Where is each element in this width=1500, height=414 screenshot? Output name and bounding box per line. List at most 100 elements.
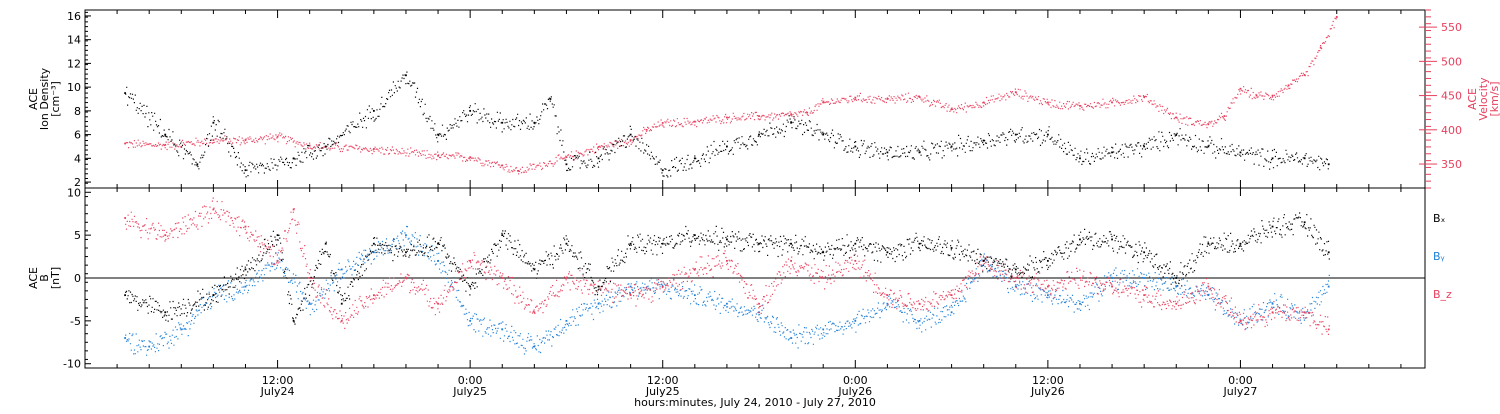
legend-entry: B_z — [1433, 288, 1452, 301]
by-series-point — [758, 311, 760, 314]
bx-series-point — [661, 242, 664, 245]
density-axis-tick-label: 16 — [67, 10, 81, 23]
bx-series-point — [164, 311, 167, 314]
velocity-axis-tick-label: 550 — [1441, 21, 1462, 34]
density-series-point — [918, 151, 921, 154]
bx-series-point — [501, 234, 504, 237]
velocity-series-point — [661, 122, 664, 124]
bx-series-point — [758, 242, 760, 245]
x-tick-day: July27 — [1223, 385, 1258, 398]
by-series-point — [886, 302, 889, 305]
b-axis-tick-label: 5 — [74, 229, 81, 242]
bz-series-point — [469, 259, 472, 262]
bz-series-point — [1046, 285, 1049, 288]
velocity-ylabel-line: [km/s] — [1488, 81, 1500, 116]
bx-series-point — [469, 285, 472, 288]
bx-series-point — [1079, 238, 1081, 241]
density-series-point — [822, 133, 825, 136]
velocity-series-point — [1287, 84, 1290, 87]
bz-series-point — [276, 259, 279, 262]
by-series-point — [918, 319, 921, 322]
density-series-point — [196, 163, 199, 166]
bz-series-point — [244, 225, 247, 228]
velocity-series-point — [517, 169, 520, 172]
velocity-series-point — [308, 144, 311, 147]
density-series — [124, 71, 1330, 178]
bx-series-point — [1175, 277, 1178, 279]
bz-series-point — [854, 259, 857, 262]
velocity-ylabel-line: ACE — [1466, 88, 1479, 110]
velocity-series-point — [758, 115, 760, 118]
bx-series-point — [1327, 251, 1330, 254]
density-series-point — [164, 133, 167, 136]
bz-series-point — [405, 277, 407, 279]
velocity-axis-tick-label: 450 — [1441, 90, 1462, 103]
by-series-point — [854, 319, 857, 322]
by-series-point — [1014, 285, 1017, 288]
bx-series-point — [292, 319, 295, 322]
density-series-point — [597, 157, 600, 160]
legend-entry: Bₓ — [1433, 212, 1446, 225]
density-axis-tick-label: 4 — [74, 152, 81, 165]
bx-series-point — [124, 294, 127, 297]
bx-series-point — [533, 268, 536, 271]
by-series-point — [950, 311, 953, 314]
by-series-point — [726, 302, 728, 305]
by-series-point — [469, 319, 472, 322]
bz-series-point — [340, 319, 343, 322]
bz-series-point — [501, 277, 504, 279]
density-series-point — [693, 157, 696, 160]
by-series-point — [308, 302, 311, 305]
by-series-point — [244, 285, 247, 288]
velocity-series-point — [1207, 123, 1210, 126]
bz-series-point — [372, 294, 375, 297]
by-series-point — [340, 268, 343, 271]
x-tick-time: 0:00 — [1228, 374, 1253, 387]
density-series-point — [244, 169, 247, 172]
density-axis-ticks: 2 4 6 8 10 12 14 16 — [67, 10, 91, 189]
density-axis-tick-label: 2 — [74, 176, 81, 189]
density-series-point — [1271, 157, 1274, 160]
velocity-series-point — [1143, 96, 1146, 98]
bx-series-point — [1303, 221, 1306, 224]
density-series-point — [1111, 151, 1113, 154]
bx-series-point — [437, 242, 439, 245]
density-series-point — [212, 121, 215, 124]
density-axis-tick-label: 12 — [67, 57, 81, 70]
velocity-series-point — [1255, 94, 1258, 97]
x-tick-day: July25 — [645, 385, 680, 398]
bz-series-point — [565, 277, 568, 279]
velocity-series-point — [437, 154, 439, 157]
density-ylabel-line: [cm⁻³] — [49, 81, 62, 117]
bz-series-point — [533, 311, 536, 314]
density-series-point — [1079, 157, 1081, 160]
by-series-point — [1079, 302, 1081, 305]
by-series-point — [501, 328, 504, 331]
density-series-point — [1239, 151, 1242, 154]
by-series-point — [565, 319, 568, 322]
by-series-point — [629, 285, 632, 288]
top-panel-frame — [84, 9, 1426, 189]
density-axis-tick-label: 6 — [74, 129, 81, 142]
bx-series-point — [693, 234, 696, 237]
bx-series-point — [372, 242, 375, 245]
velocity-series-point — [276, 135, 279, 138]
bz-series-point — [1079, 277, 1081, 279]
bx-series-point — [1271, 225, 1274, 228]
density-series-point — [533, 121, 536, 124]
density-series-scatter — [125, 71, 1329, 178]
bx-series-point — [726, 238, 728, 241]
velocity-series-point — [790, 113, 793, 116]
density-series-point — [565, 163, 568, 166]
bx-series-point — [982, 259, 985, 262]
by-series-point — [822, 328, 825, 331]
velocity-series-point — [1239, 87, 1242, 90]
bz-series-point — [308, 277, 311, 279]
density-ylabel-line: ACE — [27, 88, 40, 110]
bz-series-point — [1143, 294, 1146, 297]
bz-series-point — [758, 302, 760, 305]
by-series-point — [1143, 277, 1146, 279]
